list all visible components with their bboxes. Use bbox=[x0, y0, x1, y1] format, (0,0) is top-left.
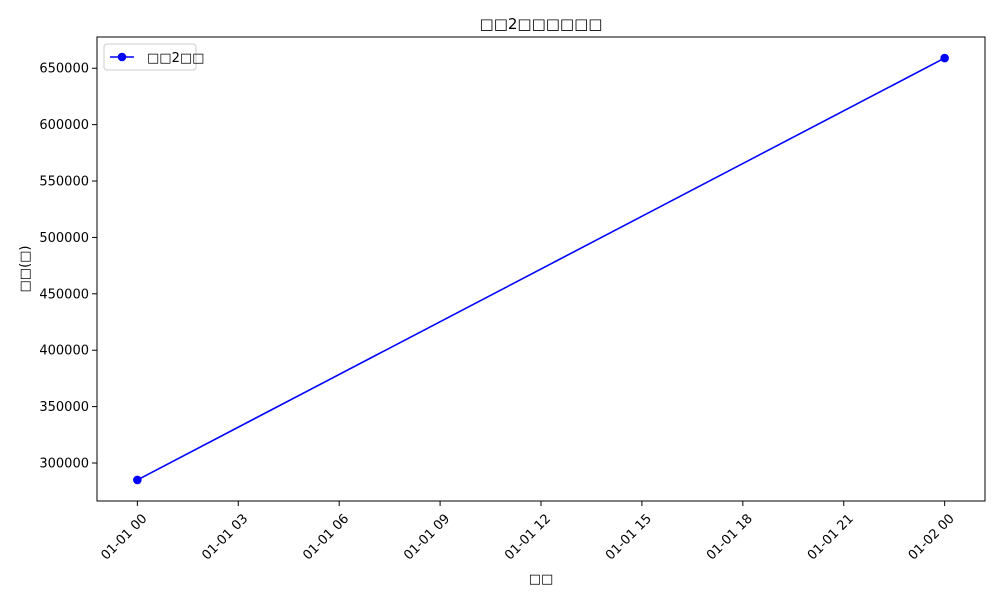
data-point bbox=[133, 475, 142, 485]
series-layer bbox=[133, 53, 949, 485]
y-tick-label: 300000 bbox=[39, 456, 89, 471]
legend-series-label: □□2□□ bbox=[147, 51, 204, 66]
x-axis-label: □□ bbox=[529, 572, 554, 587]
x-tick-label: 01-01 15 bbox=[603, 511, 655, 563]
x-tick-label: 01-02 00 bbox=[906, 511, 958, 563]
x-tick-label: 01-01 21 bbox=[805, 511, 857, 563]
legend: □□2□□ bbox=[103, 43, 204, 71]
y-axis-ticks: 300000 350000 400000 450000 500000 550000 6000… bbox=[39, 62, 97, 471]
y-tick-label: 400000 bbox=[39, 344, 89, 359]
x-tick-label: 01-01 09 bbox=[401, 511, 453, 563]
y-tick-label: 650000 bbox=[39, 62, 89, 77]
data-point bbox=[940, 53, 949, 63]
x-axis-ticks: 01-01 00 01-01 03 01-01 06 01-01 09 01-01 12… bbox=[98, 501, 958, 563]
y-tick-label: 450000 bbox=[39, 287, 89, 302]
y-tick-label: 550000 bbox=[39, 175, 89, 190]
y-tick-label: 500000 bbox=[39, 231, 89, 246]
y-tick-label: 350000 bbox=[39, 400, 89, 415]
chart-title: □□2□□□□□□ bbox=[480, 15, 603, 33]
x-tick-label: 01-01 00 bbox=[98, 511, 150, 563]
legend-series-marker bbox=[117, 52, 127, 62]
legend-box bbox=[103, 43, 197, 71]
x-tick-label: 01-01 03 bbox=[199, 511, 251, 563]
x-tick-label: 01-01 18 bbox=[704, 511, 756, 563]
y-axis-label: □□(□) bbox=[18, 246, 33, 293]
y-tick-label: 600000 bbox=[39, 118, 89, 133]
x-tick-label: 01-01 06 bbox=[300, 511, 352, 563]
x-tick-label: 01-01 12 bbox=[502, 511, 554, 563]
series-line bbox=[136, 57, 946, 481]
